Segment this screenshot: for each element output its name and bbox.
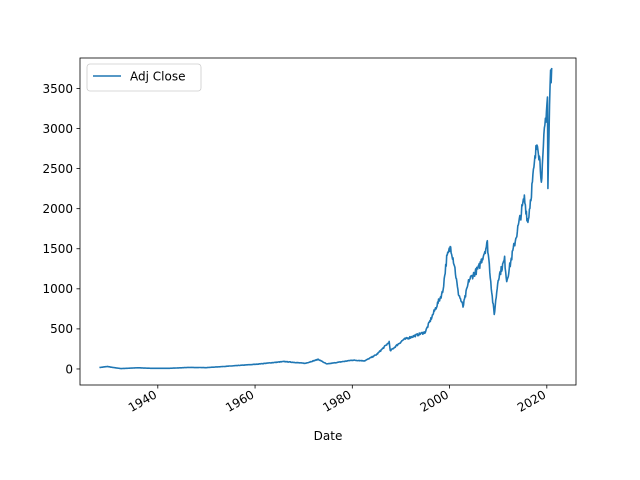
y-tick-label: 3500: [42, 82, 73, 96]
y-tick-label: 1000: [42, 282, 73, 296]
axes-frame: [79, 57, 577, 386]
y-tick-label: 500: [50, 322, 73, 336]
x-axis-label: Date: [314, 429, 343, 443]
y-tick-label: 0: [65, 362, 73, 376]
legend: Adj Close: [86, 63, 202, 92]
plot-area: [99, 67, 553, 370]
legend-label: Adj Close: [130, 70, 185, 84]
y-tick-label: 3000: [42, 122, 73, 136]
y-tick-label: 2500: [42, 162, 73, 176]
legend-box: [86, 63, 202, 92]
series-line-adj-close: [99, 67, 553, 370]
y-tick-label: 2000: [42, 202, 73, 216]
y-tick-label: 1500: [42, 242, 73, 256]
